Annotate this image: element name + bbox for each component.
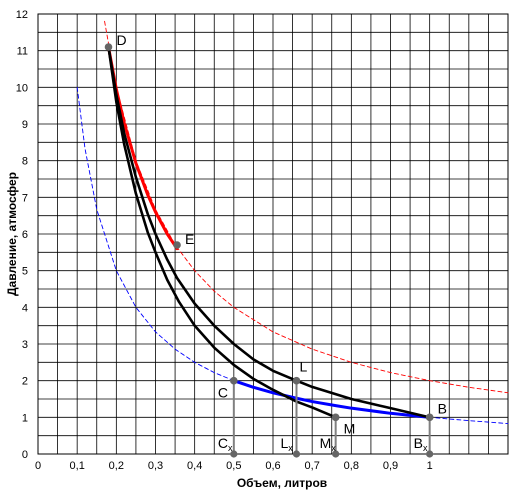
x-tick-label: 0 (35, 460, 41, 472)
tick-labels-layer: 0 0,1 0,2 0,3 0,4 0,5 0,6 0,7 0,8 0,9 101234567891… (16, 9, 433, 472)
y-tick-label: 3 (22, 339, 28, 351)
x-tick-label: 0,1 (70, 460, 85, 472)
projection-label-l: Lx (281, 435, 294, 453)
y-tick-label: 10 (16, 82, 28, 94)
projection-label-b: Bx (414, 435, 428, 453)
y-tick-label: 6 (22, 229, 28, 241)
projection-point-l (292, 450, 301, 458)
y-tick-label: 12 (16, 9, 28, 21)
plot-border (37, 13, 509, 455)
point-e (173, 241, 181, 249)
x-tick-label: 0,8 (344, 460, 359, 472)
isotherm-red-dashed-0 (104, 20, 509, 394)
y-axis-title: Давление, атмосфер (5, 172, 19, 296)
y-tick-label: 9 (22, 119, 28, 131)
point-label-d: D (117, 32, 127, 48)
x-tick-label: 0,6 (265, 460, 280, 472)
y-tick-label: 0 (22, 449, 28, 461)
curve-black-5 (107, 45, 337, 419)
point-label-e: E (185, 231, 194, 247)
x-tick-label: 0,3 (148, 460, 163, 472)
projection-point-b (426, 450, 434, 458)
y-tick-label: 1 (22, 412, 28, 424)
point-label-m: M (344, 420, 356, 436)
points-layer: D E C L M B (104, 32, 447, 436)
point-m (331, 413, 340, 422)
point-b (425, 413, 434, 422)
point-label-l: L (300, 359, 308, 375)
x-tick-label: 0,2 (109, 460, 124, 472)
x-axis-title: Объем, литров (237, 476, 327, 490)
y-tick-label: 7 (22, 192, 28, 204)
point-label-b: B (438, 400, 447, 416)
y-tick-label: 4 (22, 302, 28, 314)
point-c (230, 376, 238, 385)
x-tick-label: 1 (427, 460, 433, 472)
projection-label-m: Mx (320, 435, 337, 453)
curve-black-4 (107, 45, 431, 419)
projections-layer: Cx Lx Mx Bx (218, 380, 434, 458)
grid-lines (37, 13, 509, 455)
projection-point-c (230, 450, 238, 458)
point-l (292, 376, 301, 385)
curves-layer (76, 20, 509, 425)
y-tick-label: 5 (22, 266, 28, 278)
x-tick-label: 0,7 (305, 460, 320, 472)
y-tick-label: 2 (22, 376, 28, 388)
curve-blue-cb-3 (232, 379, 432, 419)
projection-label-c: Cx (218, 435, 233, 453)
point-label-c: C (218, 385, 228, 401)
y-tick-label: 8 (22, 156, 28, 168)
x-tick-label: 0,9 (383, 460, 398, 472)
x-tick-label: 0,5 (226, 460, 241, 472)
x-tick-label: 0,4 (187, 460, 202, 472)
projection-point-m (332, 450, 340, 458)
point-d (104, 43, 113, 51)
y-tick-label: 11 (17, 46, 28, 58)
